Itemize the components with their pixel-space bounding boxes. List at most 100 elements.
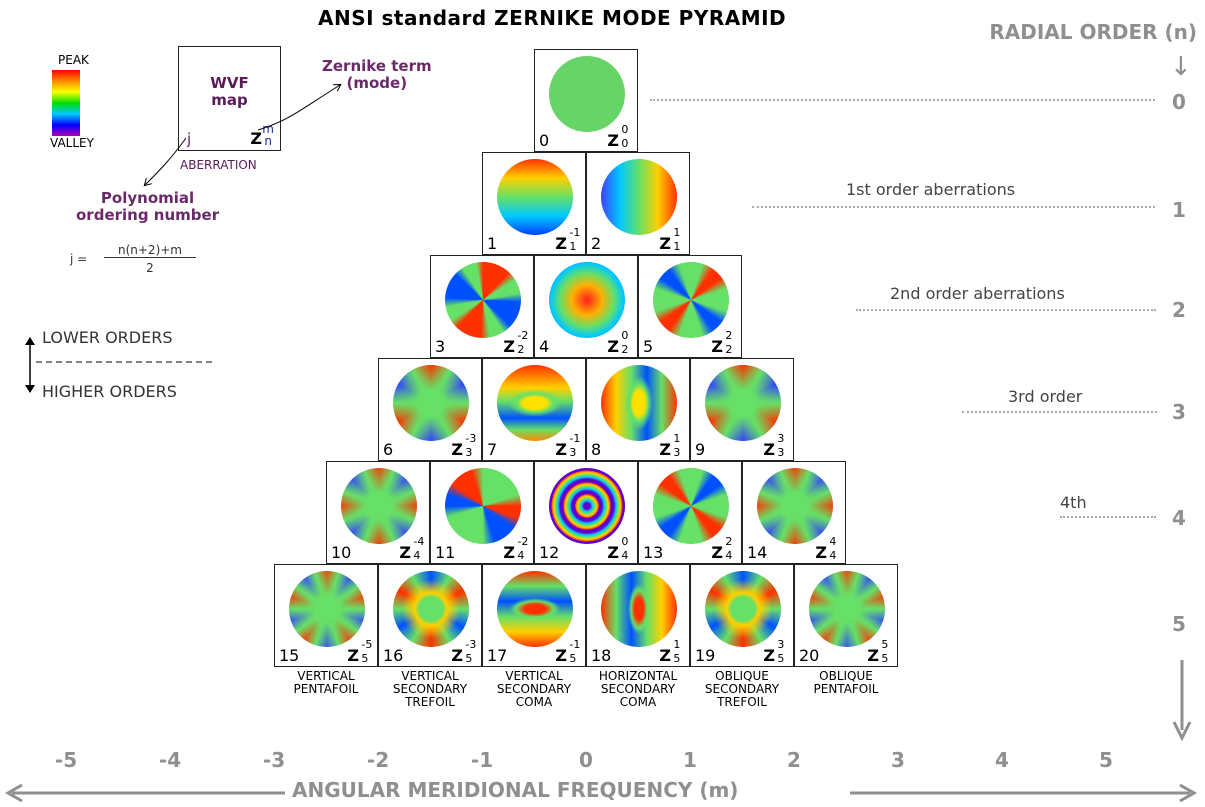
radial-n-5: 5 [1172, 612, 1186, 636]
mode-cell-12: 12 Z 0 4 [534, 461, 638, 564]
mode-name-20: OBLIQUE PENTAFOIL [813, 669, 879, 696]
order-3-label: 3rd order [1008, 387, 1083, 406]
angular-m--4: -4 [158, 748, 182, 772]
guide-line-3 [962, 411, 1157, 413]
zernike-term-line2: (mode) [346, 74, 408, 92]
mode-index: 3 [435, 337, 446, 356]
zernike-n: 5 [881, 652, 889, 665]
zernike-m: 5 [881, 638, 889, 651]
angular-m--5: -5 [54, 748, 78, 772]
guide-line-1 [752, 206, 1155, 208]
mode-cell-18: 18 Z 1 5 [586, 564, 690, 667]
mode-index: 20 [799, 646, 820, 665]
mode-name-16: VERTICAL SECONDARY TREFOIL [392, 669, 468, 709]
order-1-label: 1st order aberrations [846, 180, 1016, 199]
zernike-symbol: Z -3 3 [451, 432, 477, 459]
mode-name-19: OBLIQUE SECONDARY TREFOIL [704, 669, 780, 709]
angular-m-0: 0 [579, 748, 593, 772]
zernike-m: -1 [569, 638, 581, 651]
zernike-n: 2 [517, 343, 525, 356]
page-title: ANSI standard ZERNIKE MODE PYRAMID [318, 6, 787, 30]
formula-lhs: j = [70, 252, 88, 266]
mode-index: 19 [695, 646, 716, 665]
mode-cell-17: 17 Z -1 5 [482, 564, 586, 667]
zernike-symbol: Z -1 5 [555, 638, 581, 665]
mode-cell-3: 3 Z -2 2 [430, 255, 534, 358]
legend-map-box: WVF map j Z m n [178, 46, 281, 151]
zernike-n: 1 [569, 240, 577, 253]
wavefront-map-20 [809, 571, 885, 647]
wavefront-map-17 [497, 571, 573, 647]
higher-orders-label: HIGHER ORDERS [42, 382, 177, 401]
mode-cell-6: 6 Z -3 3 [378, 358, 482, 461]
zernike-m: 1 [673, 638, 681, 651]
radial-n-0: 0 [1172, 90, 1186, 114]
mode-name-17: VERTICAL SECONDARY COMA [496, 669, 572, 709]
wavefront-map-9 [705, 365, 781, 441]
wavefront-map-5 [653, 262, 729, 338]
zernike-m: -3 [465, 432, 477, 445]
legend-map-line2: map [211, 91, 248, 109]
legend-z: Z [250, 129, 262, 148]
wavefront-map-16 [393, 571, 469, 647]
zernike-n: 3 [569, 446, 577, 459]
poly-line1: Polynomial [100, 189, 195, 207]
mode-index: 10 [331, 543, 352, 562]
mode-index: 17 [487, 646, 508, 665]
zernike-n: 3 [673, 446, 681, 459]
zernike-m: 0 [621, 123, 629, 136]
mode-name-15: VERTICAL PENTAFOIL [293, 669, 359, 696]
zernike-m: 0 [621, 535, 629, 548]
mode-cell-1: 1 Z -1 1 [482, 152, 586, 255]
zernike-symbol: Z -1 1 [555, 226, 581, 253]
zernike-n: 4 [517, 549, 525, 562]
mode-index: 16 [383, 646, 404, 665]
zernike-symbol: Z -4 4 [399, 535, 425, 562]
mode-index: 2 [591, 234, 602, 253]
order-2-label: 2nd order aberrations [890, 284, 1065, 303]
zernike-m: -5 [361, 638, 373, 651]
zernike-m: -4 [413, 535, 425, 548]
formula-numerator: n(n+2)+m [104, 243, 196, 258]
mode-index: 0 [539, 131, 550, 150]
wavefront-map-15 [289, 571, 365, 647]
formula-denominator: 2 [146, 261, 154, 275]
zernike-m: -2 [517, 329, 529, 342]
zernike-m: 2 [725, 535, 733, 548]
zernike-n: 1 [673, 240, 681, 253]
zernike-n: 4 [621, 549, 629, 562]
legend-map-line1: WVF [210, 74, 249, 92]
zernike-n: 2 [621, 343, 629, 356]
wavefront-map-3 [445, 262, 521, 338]
zernike-m: 0 [621, 329, 629, 342]
zernike-n: 2 [725, 343, 733, 356]
mode-cell-14: 14 Z 4 4 [742, 461, 846, 564]
legend-aberration: ABERRATION [180, 158, 257, 172]
guide-line-0 [650, 99, 1155, 101]
angular-m-1: 1 [683, 748, 697, 772]
zernike-m: 1 [673, 432, 681, 445]
zernike-n: 3 [465, 446, 473, 459]
legend-valley: VALLEY [50, 136, 94, 150]
legend-j: j [187, 130, 192, 148]
radial-n-2: 2 [1172, 298, 1186, 322]
zernike-n: 3 [777, 446, 785, 459]
zernike-m: -2 [517, 535, 529, 548]
angular-frequency-label: ANGULAR MERIDIONAL FREQUENCY (m) [292, 778, 739, 802]
radial-n-4: 4 [1172, 506, 1186, 530]
zernike-n: 5 [465, 652, 473, 665]
poly-line2: ordering number [76, 206, 220, 224]
mode-index: 1 [487, 234, 498, 253]
mode-cell-19: 19 Z 3 5 [690, 564, 794, 667]
mode-cell-10: 10 Z -4 4 [326, 461, 430, 564]
legend-z-sub: n [264, 134, 272, 148]
wavefront-map-0 [549, 56, 625, 132]
